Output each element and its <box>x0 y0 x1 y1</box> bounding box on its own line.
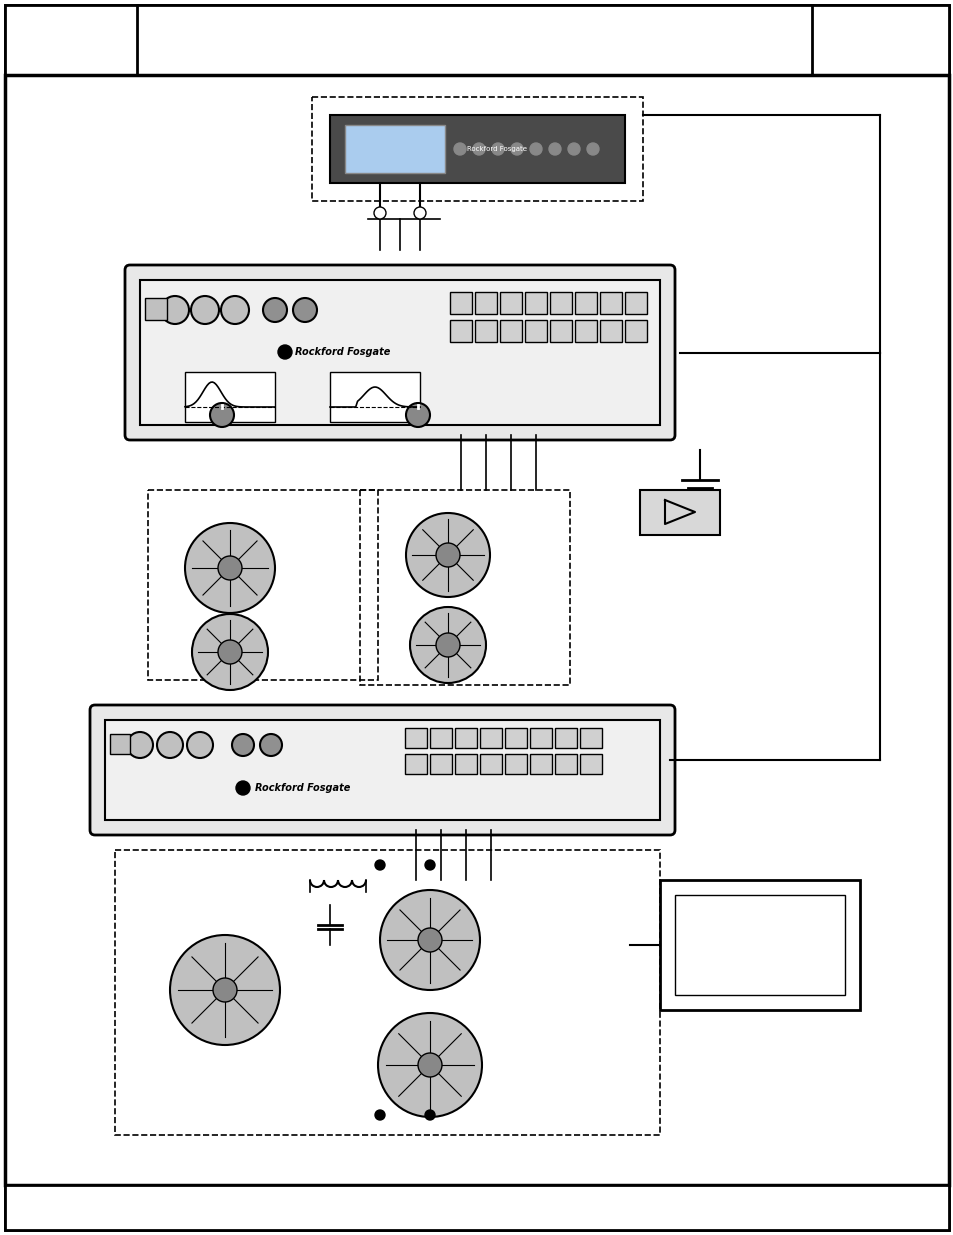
Bar <box>5 75 948 1186</box>
FancyBboxPatch shape <box>90 705 675 835</box>
Circle shape <box>374 207 386 219</box>
Circle shape <box>586 143 598 156</box>
FancyBboxPatch shape <box>125 266 675 440</box>
Circle shape <box>511 143 522 156</box>
Bar <box>550 320 572 342</box>
Bar <box>330 115 624 183</box>
Bar <box>479 755 501 774</box>
Circle shape <box>375 1110 385 1120</box>
Bar <box>530 755 552 774</box>
Bar <box>575 291 597 314</box>
Bar <box>555 727 577 748</box>
Bar <box>140 280 659 425</box>
Circle shape <box>260 734 282 756</box>
Circle shape <box>548 143 560 156</box>
Bar <box>550 291 572 314</box>
Circle shape <box>277 345 292 359</box>
Circle shape <box>235 781 250 795</box>
Circle shape <box>424 860 435 869</box>
Bar <box>475 320 497 342</box>
Bar <box>530 727 552 748</box>
Circle shape <box>218 556 242 580</box>
Bar <box>405 755 427 774</box>
Circle shape <box>213 978 236 1002</box>
Bar <box>110 734 130 755</box>
Circle shape <box>436 543 459 567</box>
Circle shape <box>191 296 219 324</box>
Bar <box>430 727 452 748</box>
Bar <box>185 372 274 422</box>
Bar <box>455 755 476 774</box>
Bar <box>675 895 844 995</box>
Bar <box>479 727 501 748</box>
Bar <box>430 755 452 774</box>
Bar <box>579 755 601 774</box>
Circle shape <box>424 1110 435 1120</box>
Bar <box>5 1186 948 1230</box>
Circle shape <box>293 298 316 322</box>
Bar <box>115 850 659 1135</box>
Circle shape <box>127 732 152 758</box>
Bar <box>624 291 646 314</box>
Circle shape <box>492 143 503 156</box>
Bar <box>475 291 497 314</box>
Circle shape <box>567 143 579 156</box>
Bar <box>599 320 621 342</box>
Text: Rockford Fosgate: Rockford Fosgate <box>467 146 527 152</box>
Circle shape <box>192 614 268 690</box>
Circle shape <box>232 734 253 756</box>
Circle shape <box>406 513 490 597</box>
Circle shape <box>218 640 242 664</box>
Bar <box>345 125 444 173</box>
Text: Rockford Fosgate: Rockford Fosgate <box>294 347 390 357</box>
Circle shape <box>406 403 430 427</box>
Circle shape <box>530 143 541 156</box>
Bar <box>524 291 546 314</box>
Bar <box>359 490 569 685</box>
Bar <box>599 291 621 314</box>
Circle shape <box>410 606 485 683</box>
Circle shape <box>187 732 213 758</box>
Circle shape <box>185 522 274 613</box>
Circle shape <box>377 1013 481 1116</box>
Circle shape <box>221 296 249 324</box>
Circle shape <box>454 143 465 156</box>
Bar <box>499 291 521 314</box>
Bar <box>330 372 419 422</box>
Circle shape <box>473 143 484 156</box>
Bar <box>450 291 472 314</box>
Bar <box>148 490 377 680</box>
Bar <box>5 5 948 75</box>
Bar <box>659 881 859 1010</box>
Circle shape <box>414 207 426 219</box>
Circle shape <box>157 732 183 758</box>
Circle shape <box>161 296 189 324</box>
Bar <box>499 320 521 342</box>
Bar <box>579 727 601 748</box>
Bar <box>450 320 472 342</box>
Circle shape <box>436 634 459 657</box>
Bar <box>504 727 526 748</box>
Circle shape <box>210 403 233 427</box>
Bar <box>624 320 646 342</box>
Circle shape <box>170 935 280 1045</box>
Circle shape <box>263 298 287 322</box>
Bar <box>145 298 167 320</box>
Circle shape <box>417 1053 441 1077</box>
Text: Rockford Fosgate: Rockford Fosgate <box>254 783 350 793</box>
Circle shape <box>375 860 385 869</box>
Bar <box>405 727 427 748</box>
Circle shape <box>417 927 441 952</box>
Bar <box>105 720 659 820</box>
Bar <box>312 98 642 201</box>
Bar <box>639 490 720 535</box>
Bar <box>455 727 476 748</box>
Bar <box>524 320 546 342</box>
Bar <box>504 755 526 774</box>
Circle shape <box>379 890 479 990</box>
Bar <box>575 320 597 342</box>
Bar <box>555 755 577 774</box>
